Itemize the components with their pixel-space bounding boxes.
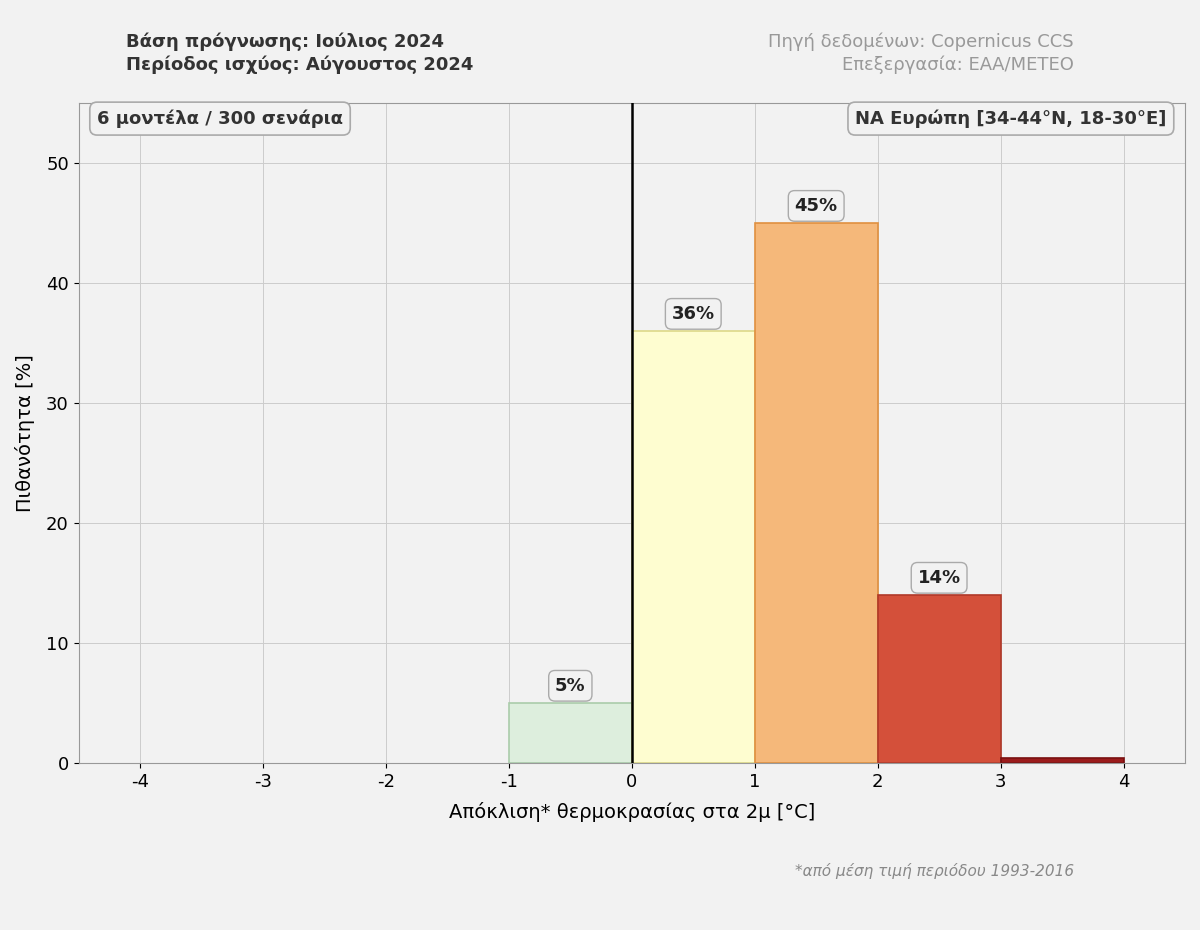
Text: Πηγή δεδομένων: Copernicus CCS: Πηγή δεδομένων: Copernicus CCS [768, 33, 1074, 51]
Y-axis label: Πιθανότητα [%]: Πιθανότητα [%] [14, 354, 35, 512]
Bar [755, 223, 877, 764]
Text: ΝΑ Ευρώπη [34-44°Ν, 18-30°Ε]: ΝΑ Ευρώπη [34-44°Ν, 18-30°Ε] [856, 110, 1166, 127]
Text: Επεξεργασία: ΕΑΑ/ΜΕΤΕΟ: Επεξεργασία: ΕΑΑ/ΜΕΤΕΟ [842, 56, 1074, 74]
Bar [877, 595, 1001, 764]
Text: 14%: 14% [918, 569, 961, 587]
Bar [1001, 758, 1123, 764]
Text: 45%: 45% [794, 197, 838, 215]
Text: 6 μοντέλα / 300 σενάρια: 6 μοντέλα / 300 σενάρια [97, 110, 343, 127]
Text: Βάση πρόγνωσης: Ιούλιος 2024: Βάση πρόγνωσης: Ιούλιος 2024 [126, 33, 444, 51]
X-axis label: Απόκλιση* θερμοκρασίας στα 2μ [°C]: Απόκλιση* θερμοκρασίας στα 2μ [°C] [449, 802, 815, 822]
Text: *από μέση τιμή περιόδου 1993-2016: *από μέση τιμή περιόδου 1993-2016 [794, 863, 1074, 879]
Bar [631, 331, 755, 764]
Bar [509, 703, 631, 764]
Text: 5%: 5% [556, 677, 586, 695]
Text: Περίοδος ισχύος: Αύγουστος 2024: Περίοδος ισχύος: Αύγουστος 2024 [126, 56, 473, 74]
Text: 36%: 36% [672, 305, 715, 323]
